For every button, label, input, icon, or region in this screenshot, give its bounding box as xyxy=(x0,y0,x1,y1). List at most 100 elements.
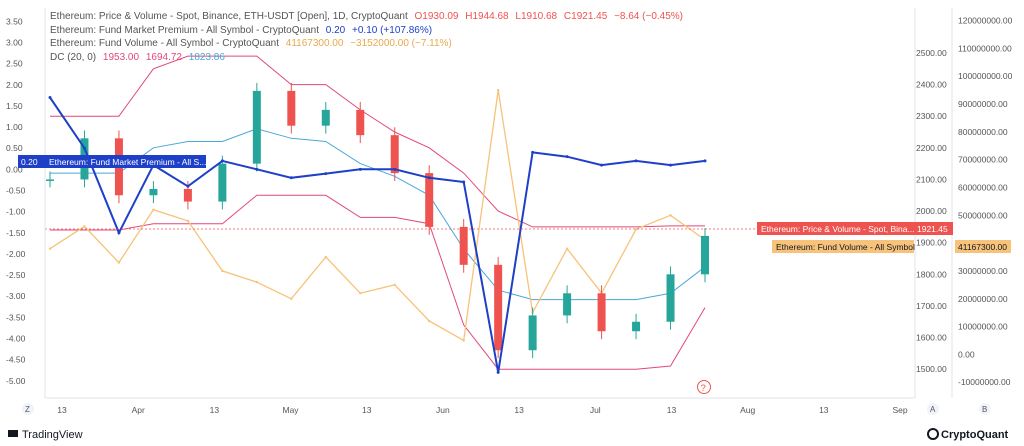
premium-axis-tick: 2.00 xyxy=(6,80,23,90)
price-axis-tick: 2000.00 xyxy=(916,206,947,216)
fund-volume-point xyxy=(393,283,396,287)
price-candle-body xyxy=(252,90,261,164)
premium-axis-tick: 0.00 xyxy=(6,164,23,174)
legend-price-open: O1930.09 xyxy=(414,11,459,22)
price-axis-tick: 1700.00 xyxy=(916,301,947,311)
legend-volume-value: 41167300.00 xyxy=(285,38,344,49)
dc-upper-line xyxy=(50,55,705,228)
price-candle-body xyxy=(149,188,158,196)
legend-premium[interactable]: Ethereum: Fund Market Premium - All Symb… xyxy=(50,24,683,38)
cryptoquant-brand: CryptoQuant xyxy=(941,429,1009,441)
fund-premium-point xyxy=(48,95,52,99)
legend-price-high: H1944.68 xyxy=(465,11,509,22)
premium-axis-tick: 0.50 xyxy=(6,143,23,153)
fund-volume-point xyxy=(669,214,672,217)
fund-premium-point xyxy=(358,167,362,171)
fund-premium-point xyxy=(393,167,397,171)
price-axis-tick: 1800.00 xyxy=(916,269,947,279)
fund-volume-point xyxy=(290,297,293,300)
fund-volume-point xyxy=(634,228,638,231)
volume-axis-tick: 90000000.00 xyxy=(958,99,1008,109)
legend-dc[interactable]: DC (20, 0) 1953.00 1694.72 1823.86 xyxy=(50,51,683,65)
time-axis-tick: 13 xyxy=(514,405,524,415)
volume-axis-tick: 70000000.00 xyxy=(958,155,1008,165)
volume-axis-tick: 110000000.00 xyxy=(958,43,1012,53)
legend-premium-value: 0.20 xyxy=(325,24,346,36)
fund-premium-point xyxy=(600,163,604,167)
price-candle-body xyxy=(183,188,192,202)
price-candle-body xyxy=(494,264,503,351)
fund-volume-point xyxy=(117,261,121,264)
volume-axis-tick: 30000000.00 xyxy=(958,266,1008,276)
price-axis-tick: 1600.00 xyxy=(916,333,947,343)
legend-volume-label: Ethereum: Fund Volume - All Symbol - Cry… xyxy=(50,38,279,49)
time-axis-tick: Apr xyxy=(132,405,145,415)
event-marker[interactable]: ? xyxy=(697,380,711,395)
fund-premium-point xyxy=(324,172,328,176)
cryptoquant-logo[interactable]: CryptoQuant xyxy=(927,428,1009,441)
fund-volume-point xyxy=(428,319,431,323)
tradingview-brand: TradingView xyxy=(22,429,83,441)
time-axis-tick: 13 xyxy=(819,405,829,415)
volume-axis-tick: 100000000.00 xyxy=(958,71,1013,81)
premium-tag-text: Ethereum: Fund Market Premium - All S... xyxy=(49,157,206,167)
price-candle-body xyxy=(597,293,606,332)
fund-premium-point xyxy=(531,150,535,154)
tradingview-logo[interactable]: TradingView xyxy=(8,429,83,441)
premium-axis-tick: 2.50 xyxy=(6,59,23,69)
premium-axis-tick: -2.00 xyxy=(6,249,26,259)
premium-axis-tick: -2.50 xyxy=(6,270,26,280)
premium-axis-tick: -4.00 xyxy=(6,333,26,343)
price-axis-tick: 2400.00 xyxy=(916,80,947,90)
price-candle-body xyxy=(321,109,330,126)
volume-axis[interactable]: 120000000.00 110000000.00 100000000.00 9000… xyxy=(958,16,1013,388)
price-axis[interactable]: 2500.00 2400.00 2300.00 2200.00 2100.00 2000.… xyxy=(916,48,947,374)
fund-volume-point xyxy=(324,255,327,259)
left-scale-label: Z xyxy=(25,405,30,414)
fund-volume-point xyxy=(359,291,362,295)
legend-premium-change: +0.10 (+107.86%) xyxy=(352,24,433,36)
plot-area[interactable] xyxy=(45,8,915,398)
price-candle-body xyxy=(459,226,468,265)
premium-axis-tick: -0.50 xyxy=(6,185,26,195)
volume-axis-tick: 0.00 xyxy=(958,349,975,359)
legend-price-low: L1910.68 xyxy=(515,11,558,22)
time-axis-tick: Jun xyxy=(436,405,450,415)
volume-axis-tick: 20000000.00 xyxy=(958,294,1008,304)
fund-volume-point xyxy=(565,247,569,250)
price-candle-body xyxy=(218,163,227,202)
time-axis-tick: 13 xyxy=(362,405,372,415)
fund-premium-point xyxy=(496,370,500,374)
volume-scale-button[interactable]: B xyxy=(979,403,991,415)
legend-price[interactable]: Ethereum: Price & Volume - Spot, Binance… xyxy=(50,10,683,24)
volume-axis-tick: 10000000.00 xyxy=(958,322,1008,332)
price-candle-body xyxy=(46,179,54,181)
cryptoquant-logo-icon xyxy=(927,428,939,440)
price-candle-body xyxy=(287,90,296,126)
volume-tag-text: Ethereum: Fund Volume - All Symbol xyxy=(776,242,915,252)
premium-axis-tick: -3.50 xyxy=(6,312,26,322)
time-axis-tick: 13 xyxy=(210,405,220,415)
premium-axis[interactable]: 3.50 3.00 2.50 2.00 1.50 1.00 0.50 0.00 -0.50 -1.… xyxy=(6,16,26,385)
volume-tag-value: 41167300.00 xyxy=(958,242,1007,252)
price-axis-tick: 2200.00 xyxy=(916,143,947,153)
left-scale-button[interactable]: Z xyxy=(22,403,34,415)
price-axis-tick: 2500.00 xyxy=(916,48,947,58)
time-axis-tick: 13 xyxy=(667,405,677,415)
legend-volume-change: −3152000.00 (−7.11%) xyxy=(350,38,452,49)
legend-price-change: −8.64 (−0.45%) xyxy=(614,11,683,22)
time-axis-tick: Sep xyxy=(892,405,907,415)
fund-premium-point xyxy=(220,159,224,163)
price-candle-body xyxy=(356,109,365,136)
legend-volume[interactable]: Ethereum: Fund Volume - All Symbol - Cry… xyxy=(50,37,683,51)
fund-volume-point xyxy=(221,269,224,273)
fund-volume-point xyxy=(83,225,86,228)
time-axis[interactable]: 13 Apr 13 May 13 Jun 13 Jul 13 Aug 13 Sep xyxy=(57,405,908,415)
price-axis-tick: 2100.00 xyxy=(916,174,947,184)
legend-premium-label: Ethereum: Fund Market Premium - All Symb… xyxy=(50,24,319,36)
price-scale-button[interactable]: A xyxy=(927,403,939,415)
event-marker-symbol: ? xyxy=(701,383,706,394)
fund-volume-point xyxy=(186,219,190,223)
legend-dc-label: DC (20, 0) xyxy=(50,51,97,63)
